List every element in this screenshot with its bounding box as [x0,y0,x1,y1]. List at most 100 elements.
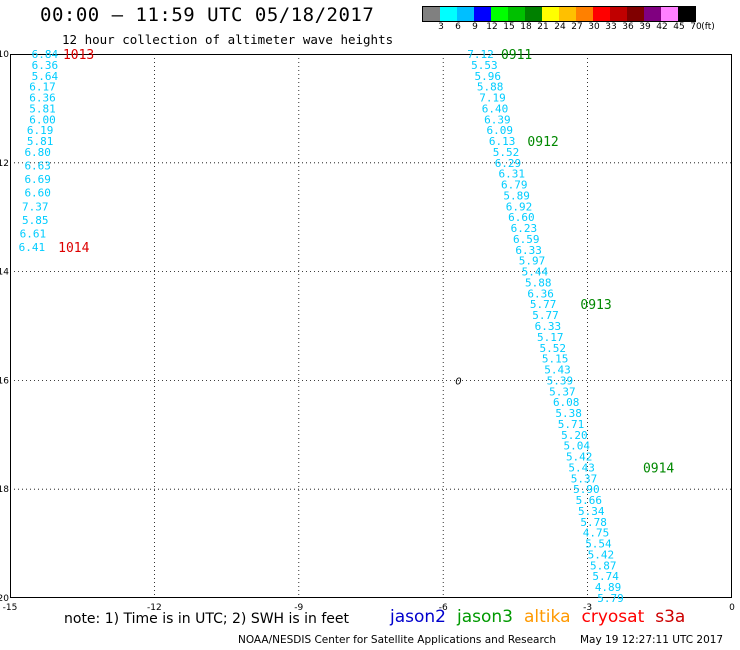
swh-value-cryosat: 6.84 [32,48,59,61]
colorbar-cell [678,7,695,21]
swh-value-jason3: 6.33 [535,320,562,333]
chart-title: 00:00 – 11:59 UTC 05/18/2017 [40,4,375,26]
swh-value-jason3: 5.04 [564,440,591,453]
y-tick-label: -20 [0,594,9,604]
colorbar-tick-label: 6 [455,22,461,32]
colorbar-tick-label: 24 [554,22,566,32]
legend-item-altika: altika [524,607,571,627]
swh-value-jason3: 5.52 [539,342,566,355]
x-tick-label: -9 [294,603,303,613]
generated-time: May 19 12:27:11 UTC 2017 [580,634,724,646]
colorbar-tick-label: 70 [690,22,702,32]
colorbar-tick-label: 12 [486,22,498,32]
colorbar-cell [423,7,440,21]
colorbar-labels: 3 6 9 12 15 18 21 24 27 30 33 36 39 42 45 70 (ft) [422,22,734,36]
colorbar-cell [440,7,457,21]
swh-value-jason3: 5.89 [503,189,530,202]
legend-item-jason3: jason3 [457,607,513,627]
swh-value-jason3: 6.31 [499,168,526,181]
colorbar-cell [474,7,491,21]
colorbar-tick-label: 39 [639,22,651,32]
swh-value-cryosat: 5.81 [29,102,56,115]
swh-value-cryosat: 6.36 [29,92,56,105]
swh-value-cryosat: 5.81 [27,135,53,148]
colorbar-tick-label: 36 [622,22,634,32]
swh-value-jason3: 6.59 [513,233,540,246]
swh-value-jason3: 5.42 [566,451,593,464]
swh-value-cryosat: 5.85 [22,214,49,227]
swh-value-jason3: 4.89 [595,581,622,594]
swh-value-jason3: 6.92 [506,200,532,213]
pass-time-label: 0913 [580,298,611,313]
colorbar-tick-label: 30 [588,22,600,32]
x-tick-label: 0 [729,603,735,613]
colorbar-cell [525,7,542,21]
legend-item-jason2: jason2 [390,607,446,627]
swh-value-jason3: 5.88 [477,81,504,94]
swh-value-jason3: 5.53 [471,59,498,72]
pass-time-label: 0914 [643,461,674,476]
swh-value-jason3: 5.96 [474,70,501,83]
footer-note: note: 1) Time is in UTC; 2) SWH is in fe… [64,611,350,627]
swh-value-jason3: 6.79 [501,179,527,192]
swh-value-jason3: 6.08 [553,396,580,409]
y-tick-label: -18 [0,485,9,495]
colorbar-cell [576,7,593,21]
y-tick-label: -12 [0,159,9,169]
colorbar-tick-label: 27 [571,22,583,32]
swh-value-jason3: 6.39 [484,113,511,126]
swh-value-jason3: 5.97 [519,255,546,268]
pass-time-label: 1014 [58,241,89,256]
swh-value-jason3: 7.19 [479,92,506,105]
swh-value-jason3: 6.13 [489,135,515,148]
plot-frame [10,54,732,598]
swh-value-jason3: 5.37 [571,472,598,485]
colorbar-tick-label: 21 [537,22,549,32]
swh-value-jason3: 5.71 [558,418,585,431]
colorbar-cell [593,7,610,21]
swh-value-cryosat: 6.60 [24,187,51,200]
x-tick-label: -12 [147,603,162,613]
swh-value-jason3: 5.15 [542,353,569,366]
colorbar-tick-label: 9 [472,22,478,32]
swh-value-jason3: 5.79 [597,592,624,605]
swh-value-cryosat: 6.80 [24,146,51,159]
swh-value-jason3: 5.88 [525,276,552,289]
pass-time-label: 1013 [63,48,94,63]
swh-value-jason3: 6.29 [495,157,521,170]
y-tick-label: -16 [0,376,9,386]
satellite-legend: jason2 jason3 altika cryosat s3a [390,607,696,627]
swh-value-jason3: 5.38 [555,407,582,420]
swh-value-jason3: 5.34 [578,505,605,518]
swh-value-cryosat: 6.69 [24,173,51,186]
swh-value-jason3: 6.23 [511,222,538,235]
colorbar-tick-label: 33 [605,22,617,32]
swh-value-jason3: 5.78 [580,516,607,529]
swh-value-cryosat: 6.00 [29,113,56,126]
swh-value-jason3: 5.74 [592,570,619,583]
colorbar-tick-label: 18 [520,22,532,32]
colorbar-tick-label: 45 [673,22,685,32]
colorbar-cell [644,7,661,21]
x-tick-label: -3 [583,603,592,613]
swh-value-cryosat: 6.41 [19,241,46,254]
swh-value-jason3: 6.09 [487,124,514,137]
swh-value-jason3: 7.12 [467,48,494,61]
swh-value-jason3: 5.66 [576,494,603,507]
swh-value-jason3: 6.36 [527,287,554,300]
swh-value-jason3: 6.60 [508,211,535,224]
swh-value-jason3: 4.75 [583,527,610,540]
y-tick-label: -10 [0,50,9,60]
pass-time-label: 0911 [501,48,532,63]
swh-value-jason3: 5.20 [561,429,588,442]
y-tick-label: -14 [0,268,9,278]
colorbar-tick-label: 15 [503,22,515,32]
colorbar-unit-label: (ft) [701,22,715,32]
swh-value-jason3: 5.77 [532,309,559,322]
colorbar-cell [542,7,559,21]
swh-value-jason3: 5.42 [588,548,615,561]
swh-value-cryosat: 6.36 [32,59,59,72]
x-tick-label: -6 [439,603,448,613]
swh-value-cryosat: 5.64 [32,70,59,83]
